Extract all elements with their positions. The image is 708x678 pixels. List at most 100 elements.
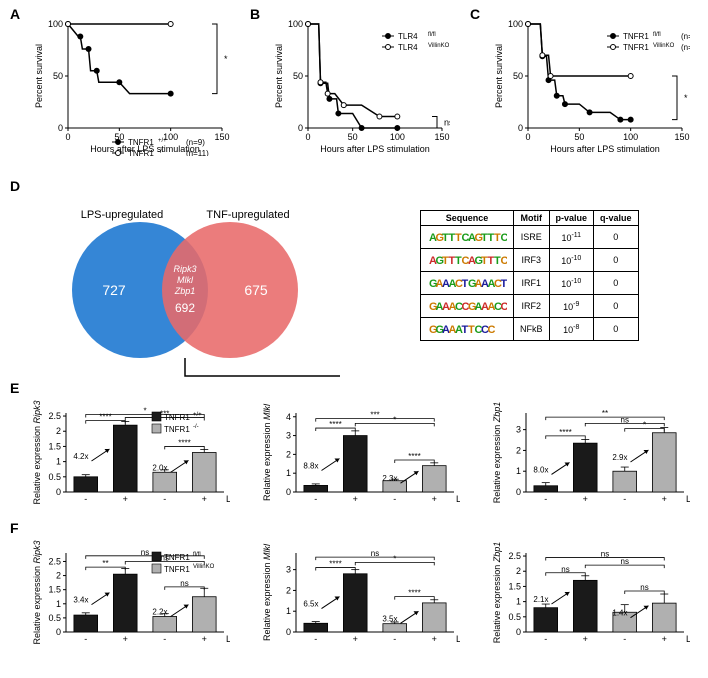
motif-header: p-value	[549, 211, 594, 226]
svg-text:727: 727	[102, 282, 126, 298]
svg-text:100: 100	[508, 19, 523, 29]
svg-text:4: 4	[286, 412, 291, 422]
svg-text:2: 2	[286, 449, 291, 459]
svg-text:****: ****	[329, 420, 341, 429]
svg-text:-: -	[163, 634, 166, 644]
svg-text:2: 2	[56, 571, 61, 581]
svg-text:1: 1	[286, 468, 291, 478]
svg-text:****: ****	[408, 452, 420, 461]
svg-text:1.5: 1.5	[508, 581, 521, 591]
svg-text:-/-: -/-	[193, 424, 199, 430]
bar-chart: 01234Relative expression Mlkl-+-+8.8x2.3…	[260, 395, 460, 510]
svg-text:3: 3	[516, 425, 521, 435]
svg-text:****: ****	[329, 560, 341, 569]
svg-text:*: *	[643, 421, 646, 430]
svg-text:Ripk3: Ripk3	[173, 264, 196, 274]
svg-text:+: +	[202, 634, 207, 644]
svg-text:Hours after LPS stimulation: Hours after LPS stimulation	[320, 144, 430, 154]
svg-text:TNFR1: TNFR1	[164, 425, 190, 434]
svg-text:****: ****	[559, 428, 571, 437]
svg-text:**: **	[602, 409, 608, 418]
svg-text:TNFR1: TNFR1	[623, 43, 649, 52]
panel-label-C: C	[470, 6, 480, 22]
svg-text:Relative expression Ripk3: Relative expression Ripk3	[32, 400, 42, 504]
svg-text:LPS: LPS	[456, 494, 460, 504]
svg-text:*: *	[143, 407, 146, 416]
svg-text:0: 0	[58, 123, 63, 133]
svg-text:TLR4: TLR4	[398, 32, 418, 41]
svg-text:50: 50	[513, 71, 523, 81]
svg-text:VillinKO: VillinKO	[428, 43, 450, 49]
svg-text:****: ****	[178, 438, 190, 447]
svg-text:3: 3	[286, 431, 291, 441]
svg-text:692: 692	[175, 301, 195, 315]
svg-text:VillinKO: VillinKO	[653, 43, 675, 49]
motif-header: Motif	[514, 211, 550, 226]
svg-text:1: 1	[56, 457, 61, 467]
svg-text:LPS: LPS	[686, 494, 690, 504]
svg-text:LPS: LPS	[686, 634, 690, 644]
svg-text:2: 2	[516, 445, 521, 455]
svg-text:-: -	[84, 494, 87, 504]
panel-label-B: B	[250, 6, 260, 22]
svg-text:0: 0	[56, 627, 61, 637]
svg-text:VillinKO: VillinKO	[193, 564, 215, 570]
motif-row: GAAACTGAAACTIRF110-100	[421, 272, 639, 295]
svg-text:-: -	[623, 634, 626, 644]
svg-text:-: -	[314, 494, 317, 504]
panel-label-F: F	[10, 520, 19, 536]
svg-text:2: 2	[516, 566, 521, 576]
svg-text:50: 50	[348, 132, 358, 142]
motif-header: Sequence	[421, 211, 514, 226]
svg-text:2.2x: 2.2x	[152, 608, 167, 617]
svg-text:+: +	[202, 494, 207, 504]
svg-text:675: 675	[244, 282, 268, 298]
svg-text:8.8x: 8.8x	[303, 461, 318, 470]
svg-text:-/-: -/-	[158, 149, 164, 155]
svg-text:fl/fl: fl/fl	[653, 32, 661, 38]
svg-text:1.5: 1.5	[48, 441, 61, 451]
svg-text:LPS: LPS	[456, 634, 460, 644]
svg-text:****: ****	[99, 413, 111, 422]
svg-text:1: 1	[286, 606, 291, 616]
svg-text:ns: ns	[601, 550, 609, 559]
svg-text:0: 0	[516, 487, 521, 497]
svg-text:0: 0	[518, 123, 523, 133]
motif-row: GGAAATTCCCNFkB10-80	[421, 318, 639, 341]
svg-text:0: 0	[305, 132, 310, 142]
svg-text:-: -	[314, 634, 317, 644]
svg-text:8.0x: 8.0x	[533, 465, 548, 474]
svg-text:(n=10): (n=10)	[681, 43, 690, 52]
svg-text:50: 50	[574, 132, 584, 142]
svg-text:1.5: 1.5	[48, 585, 61, 595]
svg-text:ns: ns	[444, 117, 450, 127]
svg-text:ns: ns	[621, 415, 629, 424]
svg-text:100: 100	[48, 19, 63, 29]
svg-text:Mlkl: Mlkl	[177, 275, 194, 285]
svg-text:TNFR1: TNFR1	[623, 32, 649, 41]
svg-text:0.5: 0.5	[48, 472, 61, 482]
svg-text:-: -	[393, 494, 396, 504]
svg-text:-: -	[623, 494, 626, 504]
svg-text:ns: ns	[621, 557, 629, 566]
motif-row: AGTTTCAGTTTCIRF310-100	[421, 249, 639, 272]
svg-text:C: C	[488, 324, 496, 336]
svg-text:Relative expression Ripk3: Relative expression Ripk3	[32, 540, 42, 644]
svg-text:2: 2	[286, 585, 291, 595]
svg-text:0.5: 0.5	[508, 612, 521, 622]
svg-text:-: -	[84, 634, 87, 644]
bar-chart: 00.511.522.5Relative expression Ripk3-+-…	[30, 535, 230, 650]
motif-row: GAAACCGAAACCIRF210-90	[421, 295, 639, 318]
svg-text:1: 1	[56, 599, 61, 609]
svg-text:Relative expression Mlkl: Relative expression Mlkl	[262, 543, 272, 641]
svg-text:ns: ns	[640, 583, 648, 592]
svg-text:Relative expression Zbp1: Relative expression Zbp1	[492, 542, 502, 644]
svg-text:TNFR1: TNFR1	[128, 149, 154, 156]
bar-chart: 00.511.522.5Relative expression Ripk3-+-…	[30, 395, 230, 510]
bar-chart: 0123Relative expression Mlkl-+-+6.5x3.5x…	[260, 535, 460, 650]
svg-text:+: +	[583, 634, 588, 644]
svg-text:+: +	[123, 634, 128, 644]
svg-text:C: C	[501, 301, 508, 313]
svg-text:0: 0	[516, 627, 521, 637]
svg-text:1: 1	[516, 466, 521, 476]
